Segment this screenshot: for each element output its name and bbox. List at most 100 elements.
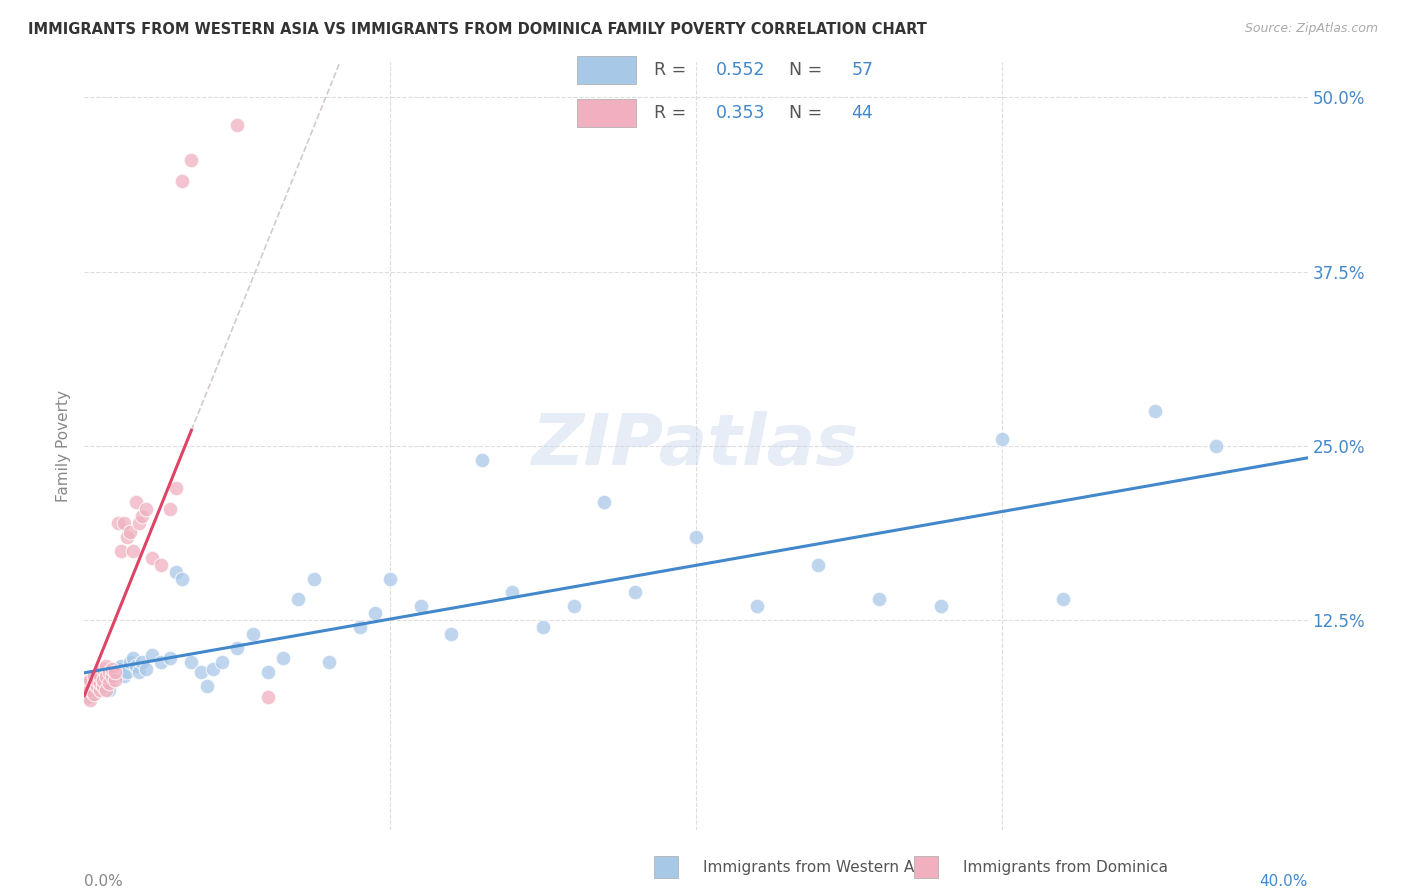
Point <box>83 687 105 701</box>
Point <box>94 683 117 698</box>
Text: 44: 44 <box>851 104 873 122</box>
Point <box>89 683 111 698</box>
Point <box>180 153 202 167</box>
Point <box>104 673 127 688</box>
Point <box>94 665 117 679</box>
Point <box>1205 439 1227 453</box>
Point <box>172 572 194 586</box>
Point <box>91 679 114 693</box>
Point <box>112 669 135 683</box>
Point <box>159 501 181 516</box>
Point <box>122 543 145 558</box>
Point <box>302 572 325 586</box>
Point <box>1052 592 1074 607</box>
Point <box>502 585 524 599</box>
Point <box>115 665 138 679</box>
Point <box>149 558 172 572</box>
Text: IMMIGRANTS FROM WESTERN ASIA VS IMMIGRANTS FROM DOMINICA FAMILY POVERTY CORRELAT: IMMIGRANTS FROM WESTERN ASIA VS IMMIGRAN… <box>28 22 927 37</box>
Point <box>86 679 108 693</box>
Point <box>101 673 124 688</box>
Point <box>991 432 1014 446</box>
Point <box>89 669 111 683</box>
Text: Immigrants from Western Asia: Immigrants from Western Asia <box>703 860 936 874</box>
Point <box>172 174 194 188</box>
Point <box>112 516 135 530</box>
Point <box>141 648 163 663</box>
Point <box>89 676 111 690</box>
Point <box>86 673 108 688</box>
Point <box>107 662 129 676</box>
Point <box>165 565 187 579</box>
Point <box>97 683 120 698</box>
Text: 40.0%: 40.0% <box>1260 874 1308 889</box>
Point <box>531 620 554 634</box>
Point <box>135 501 157 516</box>
Point <box>94 669 117 683</box>
Point <box>747 599 769 614</box>
Point <box>929 599 952 614</box>
Point <box>190 665 212 679</box>
Point <box>131 508 153 523</box>
Y-axis label: Family Poverty: Family Poverty <box>56 390 72 502</box>
Text: 0.0%: 0.0% <box>84 874 124 889</box>
Point <box>180 655 202 669</box>
Point <box>104 669 127 683</box>
Point <box>101 669 124 683</box>
Point <box>257 690 280 704</box>
Text: N =: N = <box>789 104 823 122</box>
Point <box>86 679 108 693</box>
Point <box>869 592 891 607</box>
Point <box>83 673 105 688</box>
Point <box>104 665 127 679</box>
Point <box>76 690 98 704</box>
Point <box>409 599 432 614</box>
Point <box>115 530 138 544</box>
Point <box>364 607 387 621</box>
Point <box>125 495 148 509</box>
Point <box>76 683 98 698</box>
Text: R =: R = <box>654 104 686 122</box>
Point <box>125 659 148 673</box>
Point <box>318 655 340 669</box>
Point <box>226 641 249 656</box>
Text: N =: N = <box>789 61 823 78</box>
Point <box>91 673 114 688</box>
Point <box>807 558 830 572</box>
Point <box>593 495 616 509</box>
Text: 0.552: 0.552 <box>716 61 765 78</box>
Point <box>79 673 101 688</box>
Point <box>97 665 120 679</box>
Text: R =: R = <box>654 61 686 78</box>
Point <box>79 693 101 707</box>
Point <box>562 599 585 614</box>
Point <box>211 655 233 669</box>
Bar <box>576 56 636 84</box>
Point <box>97 676 120 690</box>
Point <box>1143 404 1166 418</box>
Point <box>195 679 218 693</box>
Text: 57: 57 <box>851 61 873 78</box>
Point <box>101 662 124 676</box>
Point <box>380 572 402 586</box>
Point <box>242 627 264 641</box>
Point <box>110 543 132 558</box>
Text: 0.353: 0.353 <box>716 104 765 122</box>
Point <box>131 655 153 669</box>
Point <box>165 481 187 495</box>
Point <box>120 525 142 540</box>
Point <box>91 662 114 676</box>
Point <box>128 665 150 679</box>
Point <box>287 592 309 607</box>
Point <box>94 659 117 673</box>
Point <box>624 585 647 599</box>
Point <box>257 665 280 679</box>
Point <box>122 651 145 665</box>
Bar <box>576 99 636 127</box>
Point <box>76 676 98 690</box>
Point <box>120 655 142 669</box>
Point <box>107 516 129 530</box>
Point <box>79 676 101 690</box>
Point <box>83 676 105 690</box>
Point <box>149 655 172 669</box>
Point <box>141 550 163 565</box>
